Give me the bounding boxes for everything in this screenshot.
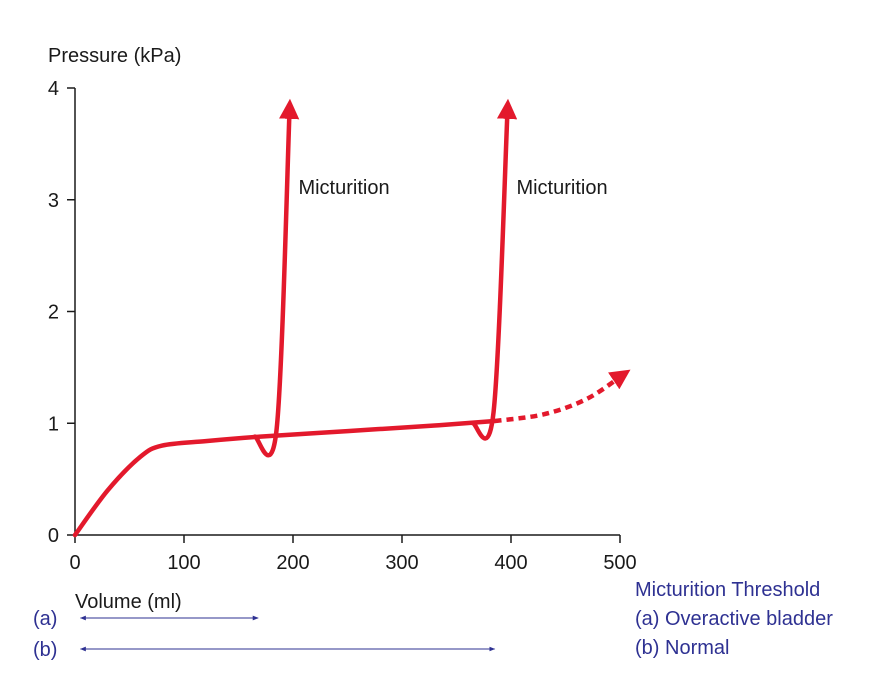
x-tick-label: 500 [603,552,636,574]
annotations: Micturition Micturition [298,177,607,199]
y-axis-label: Pressure (kPa) [48,45,181,67]
threshold-ranges: (a) (b) [33,608,496,661]
legend: Micturition Threshold (a) Overactive bla… [635,579,833,659]
legend-item-normal: (b) Normal [635,637,729,659]
pressure-curve [72,418,497,538]
x-tick-label: 100 [167,552,200,574]
micturition-arrow-1 [252,98,300,458]
micturition-arrow-2 [470,98,518,441]
threshold-label: (b) [33,639,57,661]
x-tick-label: 300 [385,552,418,574]
x-axis-label: Volume (ml) [75,591,182,613]
y-tick-label: 4 [48,78,59,100]
threshold-label: (a) [33,608,57,630]
x-tick-label: 400 [494,552,527,574]
legend-item-overactive: (a) Overactive bladder [635,608,833,630]
y-tick-label: 1 [48,413,59,435]
legend-title: Micturition Threshold [635,579,820,601]
y-tick-label: 3 [48,190,59,212]
annotation-micturition-1: Micturition [298,177,389,199]
axes: 0 100 200 300 400 500 0 1 2 3 4 [48,78,637,574]
curves [72,98,631,538]
extrapolation-curve [494,369,631,424]
y-tick-label: 2 [48,302,59,324]
y-tick-label: 0 [48,525,59,547]
annotation-micturition-2: Micturition [516,177,607,199]
x-tick-label: 0 [69,552,80,574]
x-tick-label: 200 [276,552,309,574]
